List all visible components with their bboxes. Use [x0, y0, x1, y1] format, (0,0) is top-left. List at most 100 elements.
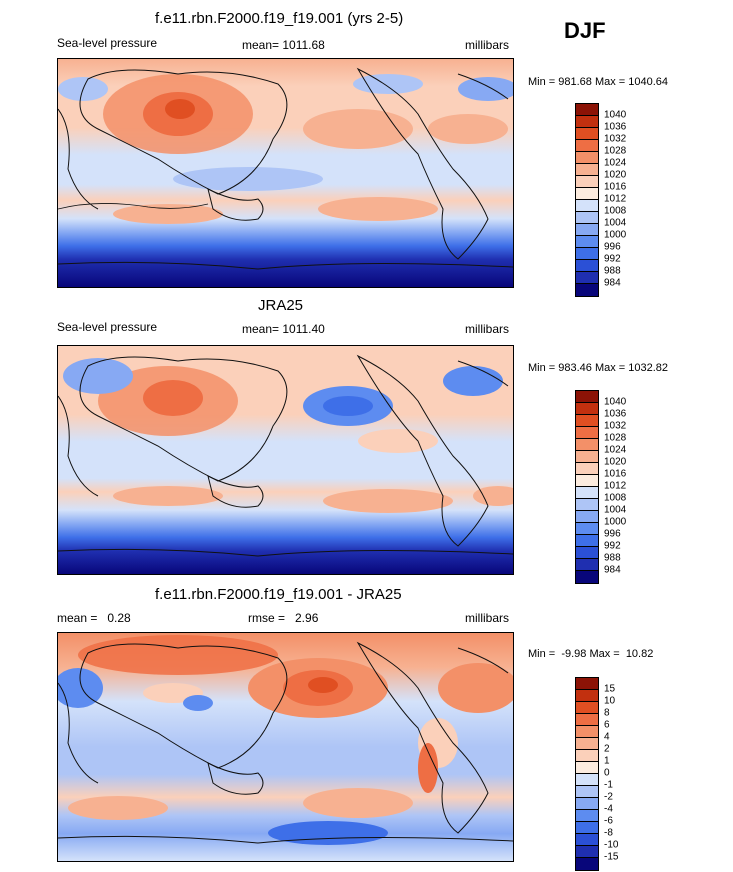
colorbar-swatch — [576, 762, 598, 774]
colorbar-tick-label: 1 — [604, 755, 610, 767]
colorbar-swatch — [576, 176, 598, 188]
colorbar-swatch — [576, 463, 598, 475]
colorbar-swatch — [576, 104, 598, 116]
colorbar-tick-label: 1012 — [604, 480, 627, 492]
colorbar-tick-label: 1024 — [604, 444, 627, 456]
colorbar-swatch — [576, 391, 598, 403]
colorbar-swatch — [576, 212, 598, 224]
colorbar-tick-label: 996 — [604, 241, 621, 253]
colorbar-tick-label: 988 — [604, 265, 621, 277]
panel3-units: millibars — [465, 611, 510, 625]
colorbar-tick-label: 1016 — [604, 181, 627, 193]
colorbar-swatch — [576, 810, 598, 822]
colorbar-tick-label: 1008 — [604, 492, 627, 504]
colorbar-swatch — [576, 858, 598, 870]
colorbar-swatch — [576, 678, 598, 690]
colorbar-swatch — [576, 427, 598, 439]
colorbar-tick-label: -15 — [604, 851, 619, 863]
panel1-center-label: mean= 1011.68 — [242, 38, 325, 52]
colorbar-swatch — [576, 774, 598, 786]
panel1-title: f.e11.rbn.F2000.f19_f19.001 (yrs 2-5) — [155, 10, 404, 27]
colorbar-swatch — [576, 523, 598, 535]
panel1-colorbar — [575, 103, 599, 297]
colorbar-tick-label: 984 — [604, 564, 621, 576]
panel2-map — [57, 345, 514, 575]
colorbar-swatch — [576, 116, 598, 128]
panel2-colorbar — [575, 390, 599, 584]
season-label: DJF — [564, 18, 606, 43]
colorbar-tick-label: 1040 — [604, 396, 627, 408]
colorbar-swatch — [576, 140, 598, 152]
colorbar-swatch — [576, 260, 598, 272]
colorbar-swatch — [576, 248, 598, 260]
colorbar-swatch — [576, 786, 598, 798]
colorbar-tick-label: -2 — [604, 791, 613, 803]
colorbar-tick-label: 15 — [604, 683, 616, 695]
colorbar-swatch — [576, 475, 598, 487]
panel1-field — [58, 59, 513, 287]
colorbar-tick-label: -10 — [604, 839, 619, 851]
panel3-title: f.e11.rbn.F2000.f19_f19.001 - JRA25 — [155, 586, 402, 603]
panel2-units: millibars — [465, 322, 510, 336]
colorbar-swatch — [576, 415, 598, 427]
colorbar-swatch — [576, 439, 598, 451]
colorbar-swatch — [576, 451, 598, 463]
colorbar-swatch — [576, 200, 598, 212]
colorbar-tick-label: -4 — [604, 803, 613, 815]
panel3-field — [58, 633, 513, 861]
colorbar-tick-label: 1004 — [604, 217, 627, 229]
colorbar-swatch — [576, 403, 598, 415]
panel3-rmse: rmse = 2.96 — [248, 611, 319, 625]
colorbar-swatch — [576, 236, 598, 248]
panel2-minmax: Min = 983.46 Max = 1032.82 — [528, 362, 669, 374]
colorbar-tick-label: 984 — [604, 277, 621, 289]
panel1-units: millibars — [465, 38, 510, 52]
colorbar-tick-label: 6 — [604, 719, 610, 731]
colorbar-tick-label: 1008 — [604, 205, 627, 217]
panel1-minmax: Min = 981.68 Max = 1040.64 — [528, 76, 669, 88]
colorbar-tick-label: 1032 — [604, 133, 627, 145]
colorbar-tick-label: -6 — [604, 815, 613, 827]
colorbar-swatch — [576, 272, 598, 284]
panel3-minmax: Min = -9.98 Max = 10.82 — [528, 648, 654, 660]
colorbar-tick-label: 1032 — [604, 420, 627, 432]
colorbar-tick-label: 1016 — [604, 468, 627, 480]
colorbar-tick-label: 1000 — [604, 229, 627, 241]
colorbar-swatch — [576, 224, 598, 236]
panel3-mean: mean = 0.28 — [57, 611, 131, 625]
colorbar-swatch — [576, 702, 598, 714]
colorbar-swatch — [576, 714, 598, 726]
colorbar-swatch — [576, 487, 598, 499]
colorbar-swatch — [576, 738, 598, 750]
colorbar-swatch — [576, 750, 598, 762]
colorbar-tick-label: 992 — [604, 540, 621, 552]
colorbar-swatch — [576, 152, 598, 164]
colorbar-swatch — [576, 834, 598, 846]
colorbar-tick-label: -1 — [604, 779, 613, 791]
colorbar-tick-label: 2 — [604, 743, 610, 755]
colorbar-tick-label: 10 — [604, 695, 616, 707]
colorbar-swatch — [576, 535, 598, 547]
colorbar-tick-label: 1036 — [604, 121, 627, 133]
colorbar-tick-label: 1012 — [604, 193, 627, 205]
colorbar-swatch — [576, 164, 598, 176]
colorbar-swatch — [576, 690, 598, 702]
colorbar-tick-label: 1000 — [604, 516, 627, 528]
panel2-left-label: Sea-level pressure — [57, 320, 158, 334]
panel2-center-label: mean= 1011.40 — [242, 322, 325, 336]
colorbar-swatch — [576, 846, 598, 858]
colorbar-tick-label: 988 — [604, 552, 621, 564]
panel2-field — [58, 346, 513, 574]
panel1-left-label: Sea-level pressure — [57, 36, 158, 50]
colorbar-swatch — [576, 188, 598, 200]
colorbar-tick-label: 8 — [604, 707, 610, 719]
panel3-colorbar — [575, 677, 599, 871]
panel2-title: JRA25 — [258, 297, 304, 314]
colorbar-swatch — [576, 511, 598, 523]
panel1-map — [57, 58, 514, 288]
colorbar-swatch — [576, 726, 598, 738]
colorbar-tick-label: 996 — [604, 528, 621, 540]
colorbar-swatch — [576, 284, 598, 296]
colorbar-tick-label: 1020 — [604, 169, 627, 181]
colorbar-swatch — [576, 822, 598, 834]
